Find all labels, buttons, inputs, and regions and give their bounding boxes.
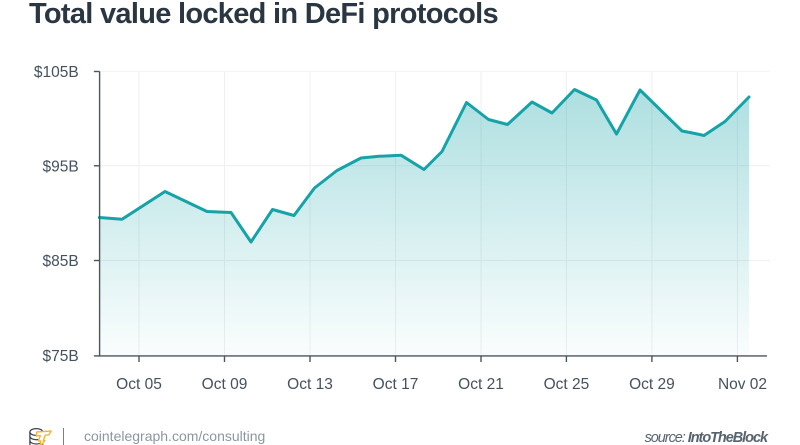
svg-text:Oct 09: Oct 09 xyxy=(202,376,248,393)
svg-text:Oct 17: Oct 17 xyxy=(373,376,419,393)
svg-text:Oct 21: Oct 21 xyxy=(458,376,504,393)
svg-text:Oct 29: Oct 29 xyxy=(629,376,675,393)
svg-text:$105B: $105B xyxy=(34,64,79,81)
svg-text:$75B: $75B xyxy=(42,348,78,365)
svg-text:$95B: $95B xyxy=(42,158,78,175)
svg-text:Oct 05: Oct 05 xyxy=(116,376,162,393)
svg-text:$85B: $85B xyxy=(42,253,78,270)
svg-text:Nov 02: Nov 02 xyxy=(718,376,767,393)
svg-text:Oct 25: Oct 25 xyxy=(544,376,590,393)
svg-text:Oct 13: Oct 13 xyxy=(287,376,333,393)
